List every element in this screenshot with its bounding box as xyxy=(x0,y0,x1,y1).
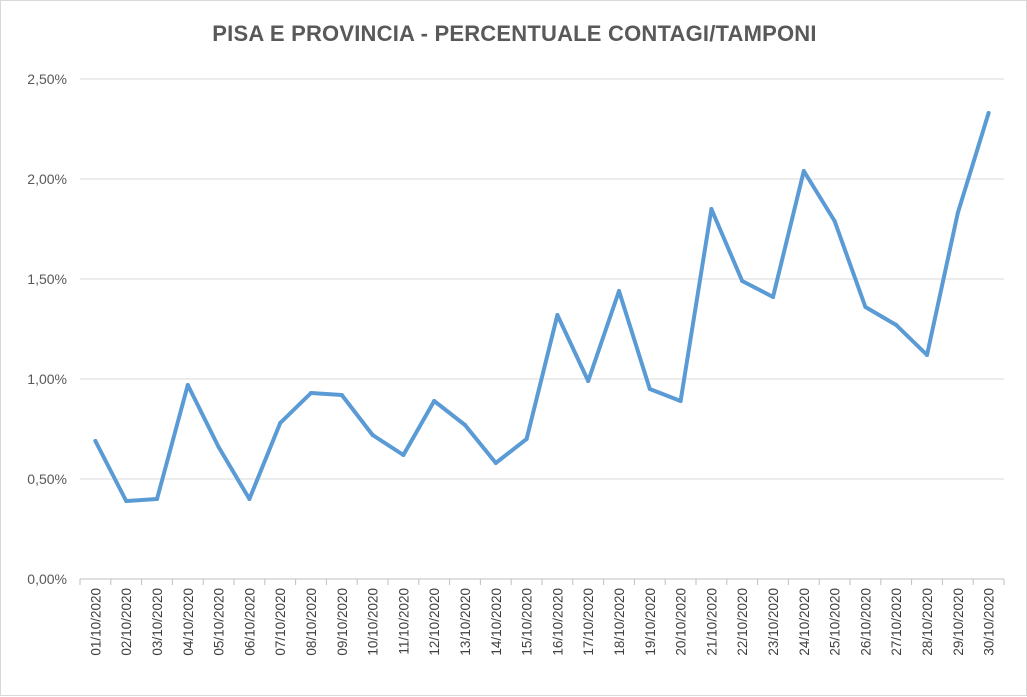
x-tick-label: 24/10/2020 xyxy=(797,588,812,656)
data-point xyxy=(832,219,837,223)
data-point xyxy=(955,211,960,215)
x-tick-label: 02/10/2020 xyxy=(119,588,134,656)
x-tick-label: 25/10/2020 xyxy=(828,588,843,656)
x-tick-label: 16/10/2020 xyxy=(550,588,565,656)
series-layer xyxy=(93,111,991,503)
data-point xyxy=(432,399,437,403)
data-point xyxy=(740,279,745,283)
data-point xyxy=(339,393,344,397)
y-tick-label: 2,50% xyxy=(27,71,67,87)
data-point xyxy=(647,387,652,391)
data-point xyxy=(278,421,283,425)
series-line xyxy=(93,111,991,503)
x-tick-label: 12/10/2020 xyxy=(427,588,442,656)
data-point xyxy=(247,497,252,501)
x-tick-label: 07/10/2020 xyxy=(273,588,288,656)
data-point xyxy=(555,313,560,317)
x-tick-label: 14/10/2020 xyxy=(489,588,504,656)
data-point xyxy=(709,207,714,211)
data-point xyxy=(617,289,621,293)
x-tick-label: 11/10/2020 xyxy=(396,588,411,655)
x-tick-label: 15/10/2020 xyxy=(520,588,535,656)
data-point xyxy=(586,379,591,383)
x-tick-label: 26/10/2020 xyxy=(858,588,873,656)
y-tick-label: 0,50% xyxy=(27,471,67,487)
data-point xyxy=(493,461,498,465)
x-tick-label: 27/10/2020 xyxy=(889,588,904,656)
x-tick-label: 20/10/2020 xyxy=(674,588,689,656)
x-tick-label: 09/10/2020 xyxy=(335,588,350,656)
data-point xyxy=(771,295,775,299)
x-tick-label: 17/10/2020 xyxy=(581,588,596,656)
y-tick-label: 2,00% xyxy=(27,171,67,187)
x-axis-ticks: 01/10/2020 02/10/2020 03/10/2020 04/10/2020… xyxy=(88,588,996,656)
data-point xyxy=(678,399,683,403)
data-point xyxy=(463,423,467,427)
data-point xyxy=(894,323,899,327)
chart-title: PISA E PROVINCIA - PERCENTUALE CONTAGI/T… xyxy=(212,21,817,46)
y-tick-label: 1,00% xyxy=(27,371,67,387)
y-tick-label: 1,50% xyxy=(27,271,67,287)
x-tick-label: 08/10/2020 xyxy=(304,588,319,656)
data-point xyxy=(863,305,868,309)
x-tick-label: 23/10/2020 xyxy=(766,588,781,656)
data-point xyxy=(216,445,221,449)
x-tick-label: 06/10/2020 xyxy=(242,588,257,656)
x-axis xyxy=(79,578,1005,585)
x-tick-label: 01/10/2020 xyxy=(88,588,103,656)
data-point xyxy=(185,383,190,387)
x-tick-label: 10/10/2020 xyxy=(366,588,381,656)
data-point xyxy=(524,437,529,441)
x-tick-label: 21/10/2020 xyxy=(704,588,719,656)
data-point xyxy=(401,453,406,457)
data-point xyxy=(93,439,98,443)
y-tick-label: 0,00% xyxy=(27,571,67,587)
x-tick-label: 28/10/2020 xyxy=(920,588,935,656)
data-point xyxy=(986,111,991,115)
data-point xyxy=(370,433,375,437)
x-tick-label: 18/10/2020 xyxy=(612,588,627,656)
gridlines xyxy=(80,78,1004,480)
data-point xyxy=(124,499,129,503)
data-point xyxy=(925,353,929,357)
x-tick-label: 03/10/2020 xyxy=(150,588,165,656)
y-axis-ticks: 0,00% 0,50% 1,00% 1,50% 2,00% 2,50% xyxy=(27,71,67,587)
x-tick-label: 19/10/2020 xyxy=(643,588,658,656)
x-tick-label: 04/10/2020 xyxy=(181,588,196,656)
x-tick-label: 13/10/2020 xyxy=(458,588,473,656)
data-point xyxy=(309,391,313,395)
x-tick-label: 29/10/2020 xyxy=(951,588,966,656)
x-tick-label: 05/10/2020 xyxy=(212,588,227,656)
x-tick-label: 22/10/2020 xyxy=(735,588,750,656)
x-tick-label: 30/10/2020 xyxy=(982,588,997,656)
data-point xyxy=(801,169,806,173)
data-point xyxy=(155,497,159,501)
